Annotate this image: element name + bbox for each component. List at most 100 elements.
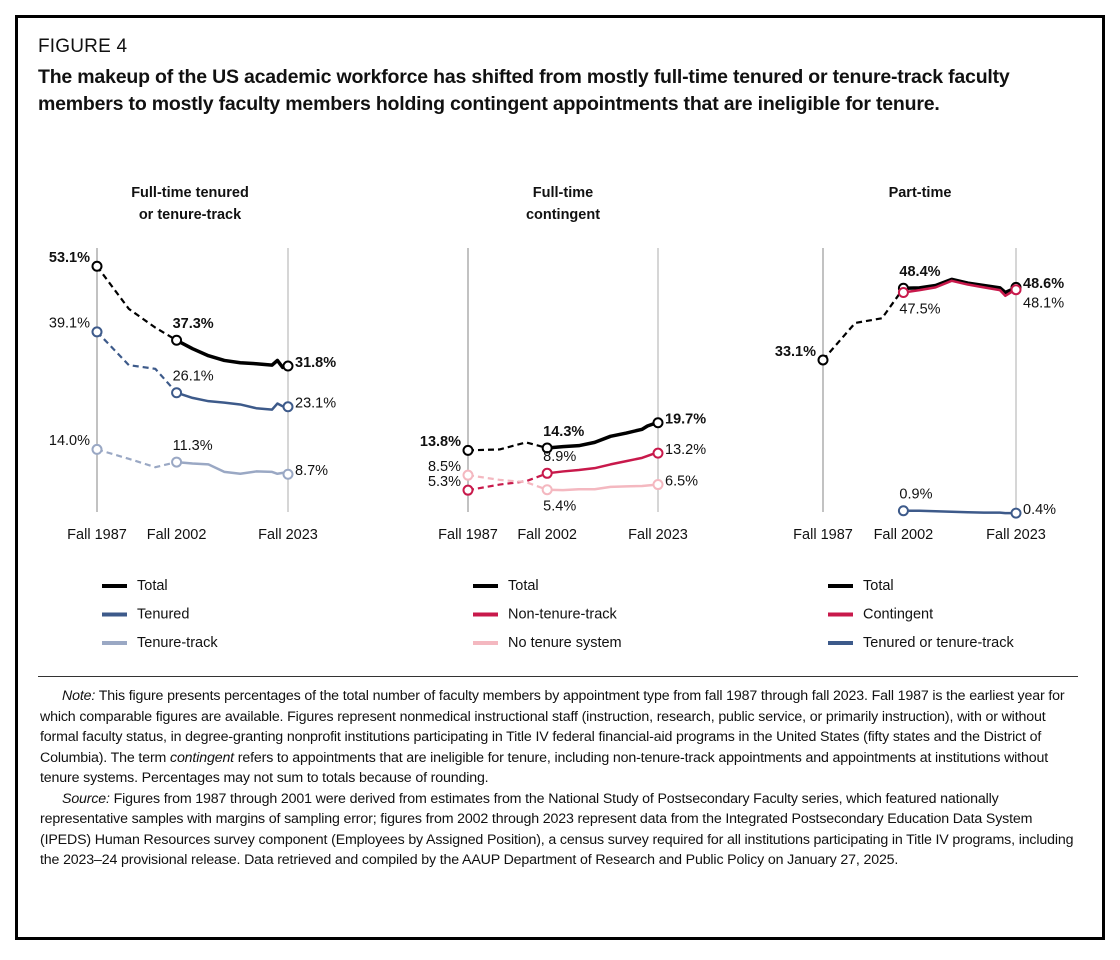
data-label: 0.9% xyxy=(899,487,932,503)
panel-title: Part-time xyxy=(888,185,952,201)
panel-title: Full-time tenured or tenure-track xyxy=(131,185,249,223)
legend-label: Contingent xyxy=(863,606,933,622)
x-tick-label: Fall 2002 xyxy=(874,527,934,543)
data-point xyxy=(1010,507,1022,519)
legend-label: Non-tenure-track xyxy=(508,606,618,622)
data-point xyxy=(541,467,553,479)
legend-label: Total xyxy=(137,578,168,594)
data-label: 19.7% xyxy=(665,412,706,428)
data-point xyxy=(91,260,103,272)
legend-label: Tenured or tenure-track xyxy=(863,635,1014,651)
data-label: 48.4% xyxy=(899,264,940,280)
series-line xyxy=(547,483,659,492)
series-line xyxy=(176,391,289,411)
data-label: 8.7% xyxy=(295,463,328,479)
data-label: 14.0% xyxy=(49,433,90,449)
data-label: 39.1% xyxy=(49,316,90,332)
series-line xyxy=(467,472,548,492)
data-point xyxy=(652,447,664,459)
data-label: 5.4% xyxy=(543,499,576,515)
legend-label: Total xyxy=(508,578,539,594)
data-point xyxy=(171,387,183,399)
data-label: 0.4% xyxy=(1023,502,1056,518)
source-label: Source: xyxy=(62,790,110,807)
series-line xyxy=(903,277,1017,295)
source: Source: Figures from 1987 through 2001 w… xyxy=(40,789,1085,871)
data-point xyxy=(171,334,183,346)
legend-label: Total xyxy=(863,578,894,594)
data-label: 33.1% xyxy=(775,344,816,360)
series-line xyxy=(547,451,659,475)
data-point xyxy=(1010,284,1022,296)
series-line xyxy=(176,460,289,476)
data-label: 48.6% xyxy=(1023,276,1064,292)
series-line xyxy=(96,331,178,394)
legend-label: No tenure system xyxy=(508,635,622,651)
x-tick-label: Fall 1987 xyxy=(67,527,127,543)
note-text: refers to appointments that are ineligib… xyxy=(40,749,1048,787)
x-tick-label: Fall 1987 xyxy=(793,527,853,543)
data-point xyxy=(541,442,553,454)
data-point xyxy=(541,484,553,496)
figure-title: The makeup of the US academic workforce … xyxy=(38,66,1010,115)
data-point xyxy=(282,468,294,480)
data-point xyxy=(652,479,664,491)
data-label: 11.3% xyxy=(173,438,213,454)
series-line xyxy=(547,421,659,450)
data-point xyxy=(462,469,474,481)
note-text: This figure presents percentages of the … xyxy=(40,688,1065,766)
legend-label: Tenure-track xyxy=(137,635,218,651)
data-label: 23.1% xyxy=(295,396,336,412)
note-term: contingent xyxy=(170,749,234,766)
data-point xyxy=(817,354,829,366)
data-label: 26.1% xyxy=(173,369,214,385)
data-point xyxy=(282,401,294,413)
data-point xyxy=(462,484,474,496)
data-label: 8.5% xyxy=(428,459,461,475)
data-point xyxy=(91,443,103,455)
x-tick-label: Fall 2002 xyxy=(517,527,577,543)
series-line xyxy=(822,287,905,361)
figure-frame xyxy=(15,15,1105,940)
data-point xyxy=(897,505,909,517)
data-label: 31.8% xyxy=(295,355,336,371)
panel-title: Full-time contingent xyxy=(525,185,601,223)
data-label: 37.3% xyxy=(173,316,214,332)
data-label: 5.3% xyxy=(428,474,461,490)
data-point xyxy=(652,417,664,429)
series-line xyxy=(96,448,177,469)
data-label: 8.9% xyxy=(543,449,576,465)
data-point xyxy=(91,326,103,338)
x-tick-label: Fall 1987 xyxy=(438,527,498,543)
x-tick-label: Fall 2023 xyxy=(986,527,1046,543)
notes: Note: This figure presents percentages o… xyxy=(40,686,1085,871)
note-label: Note: xyxy=(62,688,96,704)
x-tick-label: Fall 2002 xyxy=(147,527,207,543)
data-label: 47.5% xyxy=(899,301,940,317)
data-label: 13.8% xyxy=(420,434,461,450)
series-line xyxy=(96,265,178,342)
note: Note: This figure presents percentages o… xyxy=(40,686,1085,789)
legend-label: Tenured xyxy=(137,606,189,622)
data-point xyxy=(171,456,183,468)
x-tick-label: Fall 2023 xyxy=(258,527,318,543)
series-line xyxy=(175,338,289,370)
divider xyxy=(38,676,1078,677)
series-line xyxy=(903,279,1017,298)
data-label: 13.2% xyxy=(665,442,706,458)
data-label: 6.5% xyxy=(665,473,698,489)
data-point xyxy=(462,444,474,456)
series-line xyxy=(903,509,1016,515)
source-text: Figures from 1987 through 2001 were deri… xyxy=(40,790,1074,869)
data-point xyxy=(282,360,294,372)
data-point xyxy=(897,287,909,298)
series-line xyxy=(467,441,548,452)
series-line xyxy=(467,474,548,491)
data-label: 48.1% xyxy=(1023,296,1064,312)
figure-label: FIGURE 4 xyxy=(38,36,128,57)
data-label: 53.1% xyxy=(49,250,90,266)
x-tick-label: Fall 2023 xyxy=(628,527,688,543)
data-label: 14.3% xyxy=(543,424,584,440)
